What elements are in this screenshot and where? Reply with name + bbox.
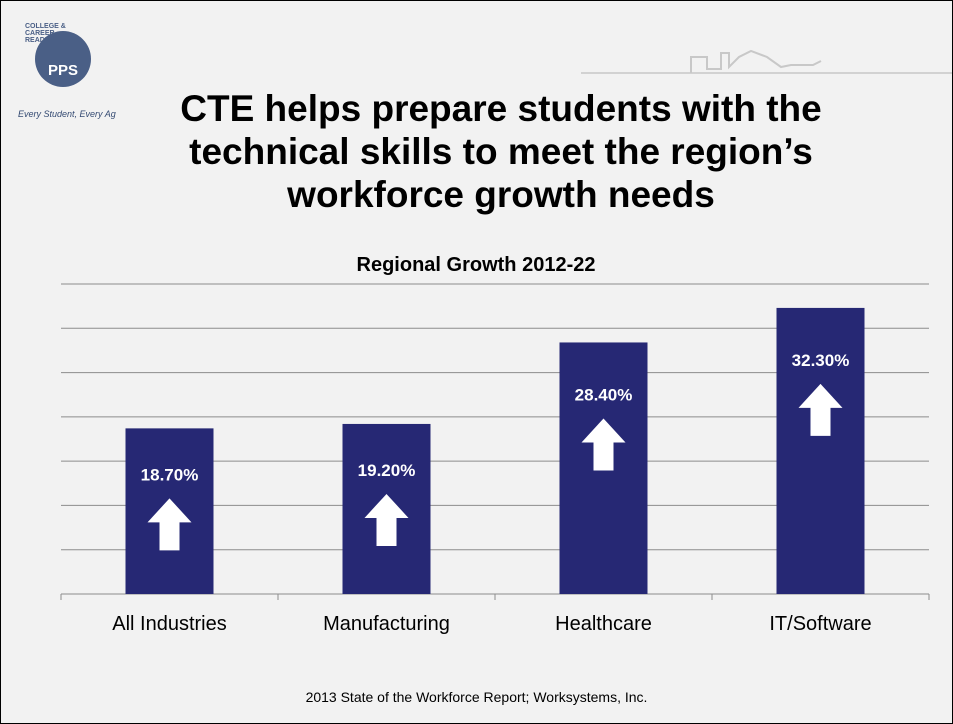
up-arrow-icon xyxy=(147,498,192,551)
data-label: 32.30% xyxy=(792,351,850,370)
up-arrow-icon xyxy=(581,418,626,471)
x-tick-label: All Industries xyxy=(112,613,227,635)
up-arrow-icon xyxy=(798,383,843,436)
x-tick-label: IT/Software xyxy=(769,613,871,635)
x-tick-label: Healthcare xyxy=(555,613,652,635)
chart-title: Regional Growth 2012-22 xyxy=(357,254,596,276)
skyline-decoration-icon xyxy=(581,49,952,74)
logo-badge: PPS xyxy=(35,31,91,87)
up-arrow-icon xyxy=(364,493,409,546)
slide-title: CTE helps prepare students with the tech… xyxy=(180,88,822,215)
bar-it-software xyxy=(776,307,865,594)
data-label: 19.20% xyxy=(358,461,416,480)
source-note: 2013 State of the Workforce Report; Work… xyxy=(305,689,648,705)
x-tick-label: Manufacturing xyxy=(323,613,450,635)
pps-logo: COLLEGE & CAREER READINESS PPS Every Stu… xyxy=(15,11,135,131)
logo-tagline: Every Student, Every Ag xyxy=(18,109,116,119)
data-label: 28.40% xyxy=(575,385,633,404)
data-label: 18.70% xyxy=(141,465,199,484)
bar-chart: Regional Growth 2012-22 18.70% All Industr… xyxy=(60,254,930,635)
